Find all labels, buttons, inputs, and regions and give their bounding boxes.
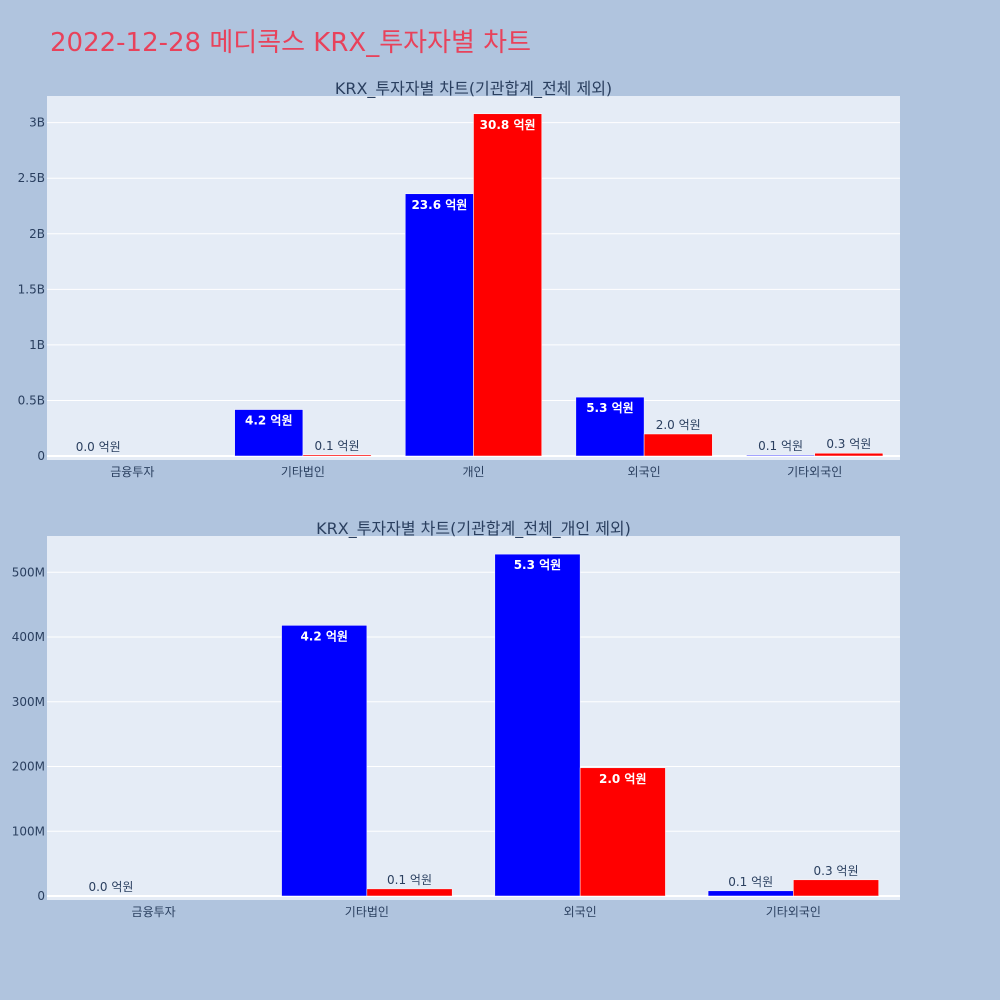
y-tick-label: 0 xyxy=(37,449,45,463)
y-tick-label: 2.5B xyxy=(18,171,45,185)
bar xyxy=(793,879,879,897)
data-label: 0.1 억원 xyxy=(758,439,803,453)
data-label: 0.1 억원 xyxy=(387,873,432,887)
x-tick-label: 금융투자 xyxy=(110,465,154,479)
plot-area xyxy=(47,536,900,900)
bar xyxy=(405,193,474,457)
y-tick-label: 2B xyxy=(29,227,45,241)
bar xyxy=(473,113,542,457)
page-title: 2022-12-28 메디콕스 KRX_투자자별 차트 xyxy=(50,28,532,58)
data-label: 4.2 억원 xyxy=(245,414,293,428)
bar xyxy=(234,409,304,457)
bar xyxy=(575,396,645,457)
bar xyxy=(366,888,453,897)
chart-title: KRX_투자자별 차트(기관합계_전체_개인 제외) xyxy=(316,519,631,539)
data-label: 5.3 억원 xyxy=(586,401,634,415)
x-tick-label: 기타외국인 xyxy=(787,465,842,479)
data-label: 4.2 억원 xyxy=(300,629,348,643)
y-tick-label: 100M xyxy=(12,824,45,838)
y-tick-label: 3B xyxy=(29,116,45,130)
data-label: 5.3 억원 xyxy=(514,558,562,572)
bar xyxy=(579,767,666,897)
y-tick-label: 400M xyxy=(12,630,45,644)
bar xyxy=(281,625,368,897)
y-tick-label: 1.5B xyxy=(18,282,45,296)
bar xyxy=(643,433,713,457)
y-tick-label: 1B xyxy=(29,338,45,352)
data-label: 2.0 억원 xyxy=(656,418,701,432)
data-label: 23.6 억원 xyxy=(411,198,467,212)
data-label: 0.3 억원 xyxy=(814,864,859,878)
y-tick-label: 0 xyxy=(37,889,45,903)
bar xyxy=(814,452,884,457)
y-tick-label: 500M xyxy=(12,565,45,579)
chart-bottom: KRX_투자자별 차트(기관합계_전체_개인 제외) 0 100M 200M 300M 4… xyxy=(12,519,900,919)
x-tick-label: 기타법인 xyxy=(281,465,325,479)
data-label: 0.1 억원 xyxy=(728,875,773,889)
x-tick-label: 기타외국인 xyxy=(766,905,821,919)
bar xyxy=(302,454,372,457)
chart-top: KRX_투자자별 차트(기관합계_전체 제외) 0 0.5B 1B 1.5B 2B 2.5B… xyxy=(18,79,900,479)
bar xyxy=(746,454,815,457)
x-tick-label: 외국인 xyxy=(564,905,597,919)
y-tick-label: 200M xyxy=(12,760,45,774)
data-label: 0.1 억원 xyxy=(315,439,360,453)
x-tick-label: 외국인 xyxy=(628,465,661,479)
bar xyxy=(494,553,581,897)
data-label: 0.3 억원 xyxy=(826,437,871,451)
y-tick-label: 0.5B xyxy=(18,393,45,407)
data-label: 2.0 억원 xyxy=(599,772,647,786)
chart-title: KRX_투자자별 차트(기관합계_전체 제외) xyxy=(335,79,612,99)
x-tick-label: 개인 xyxy=(462,465,484,479)
x-tick-label: 기타법인 xyxy=(345,905,389,919)
data-label: 30.8 억원 xyxy=(480,118,536,132)
y-tick-label: 300M xyxy=(12,695,45,709)
bar xyxy=(707,890,794,897)
data-label: 0.0 억원 xyxy=(88,880,133,894)
x-tick-label: 금융투자 xyxy=(132,905,176,919)
data-label: 0.0 억원 xyxy=(76,440,121,454)
